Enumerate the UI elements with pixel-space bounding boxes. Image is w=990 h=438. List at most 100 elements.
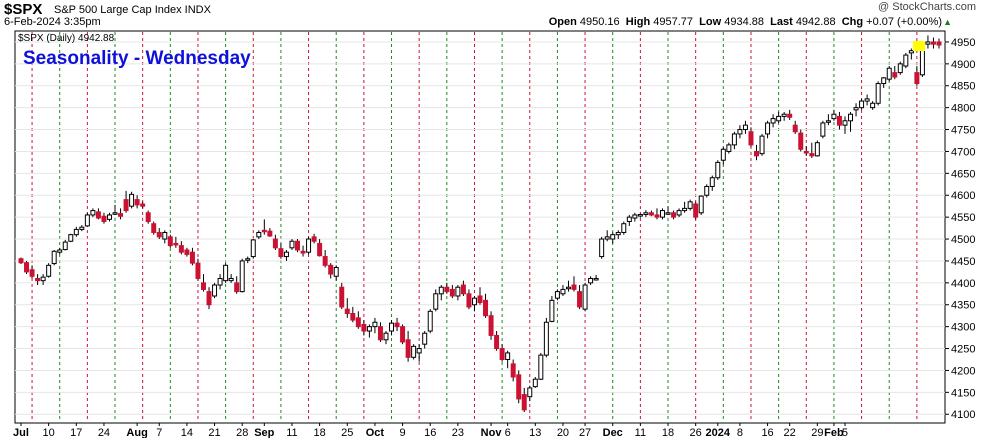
candle <box>759 133 765 156</box>
x-tick-label: 2024 <box>706 427 731 438</box>
candle <box>283 249 289 261</box>
candle <box>84 212 90 227</box>
candle <box>449 285 455 299</box>
x-tick-label: 24 <box>98 427 110 438</box>
y-tick-label: 4800 <box>951 103 975 115</box>
candle <box>637 213 643 218</box>
candle <box>261 219 267 235</box>
candle <box>908 48 914 60</box>
candle <box>554 289 560 301</box>
candle <box>676 208 682 218</box>
candle <box>416 344 422 362</box>
candle <box>444 282 450 294</box>
candle <box>389 320 395 336</box>
candle <box>742 120 748 134</box>
y-axis: 4100 4150 4200 4250 4300 4350 4400 4450 4500 4550… <box>945 37 975 421</box>
candle <box>140 201 146 209</box>
y-tick-label: 4100 <box>951 409 975 421</box>
last-value: 4942.88 <box>795 16 836 28</box>
candle <box>427 309 433 334</box>
candle <box>405 331 411 362</box>
y-tick-label: 4300 <box>951 322 975 334</box>
candle <box>322 249 328 268</box>
candle <box>256 230 262 240</box>
candle <box>643 210 649 218</box>
candle <box>571 276 577 292</box>
x-tick-label: 16 <box>424 427 436 438</box>
candle <box>754 144 759 161</box>
candle <box>24 260 30 275</box>
candle <box>527 385 533 402</box>
candle <box>184 247 190 257</box>
candle <box>162 230 168 244</box>
candle <box>411 344 417 360</box>
y-tick-label: 4750 <box>951 125 975 137</box>
candle <box>903 52 909 69</box>
candle <box>814 140 820 157</box>
candle <box>483 293 489 318</box>
candle <box>698 195 704 215</box>
candle <box>599 236 605 259</box>
candle <box>532 377 538 388</box>
candle <box>886 66 892 82</box>
x-tick-label: 28 <box>236 427 248 438</box>
candle <box>46 263 52 278</box>
candle <box>615 230 621 240</box>
candle <box>118 208 124 220</box>
low-value: 4934.88 <box>724 16 764 28</box>
y-tick-label: 4850 <box>951 81 975 93</box>
candle <box>787 109 793 120</box>
candle <box>377 322 383 342</box>
candle <box>112 204 118 215</box>
y-tick-label: 4450 <box>951 256 975 268</box>
candle <box>95 208 101 220</box>
candle <box>687 199 693 211</box>
candle <box>62 239 68 251</box>
last-price-marker <box>913 41 925 51</box>
candle <box>106 212 112 222</box>
x-tick-label: 11 <box>286 427 297 438</box>
candle <box>588 276 594 286</box>
candle <box>228 274 234 283</box>
x-tick-label: 16 <box>761 427 773 438</box>
candle <box>477 287 483 305</box>
candle <box>306 236 312 255</box>
candle <box>372 317 378 334</box>
x-tick-label: 9 <box>400 427 406 438</box>
high-label: High <box>625 16 651 28</box>
candle <box>499 344 505 362</box>
candle <box>870 101 876 110</box>
candle <box>18 257 24 265</box>
candle <box>195 258 201 281</box>
candle <box>665 206 671 215</box>
candle <box>250 239 256 259</box>
x-tick-label: Dec <box>603 427 623 438</box>
legend-entry: $SPX (Daily) 4942.88 <box>18 33 115 44</box>
candle <box>593 274 599 281</box>
x-tick-label: 27 <box>579 427 591 438</box>
candle <box>875 81 881 106</box>
candle <box>864 94 870 106</box>
candle <box>167 234 173 248</box>
candle <box>803 146 809 156</box>
open-label: Open <box>548 16 577 28</box>
candle <box>350 306 356 323</box>
candle <box>610 232 616 244</box>
candle <box>455 285 461 301</box>
candle <box>68 233 74 243</box>
candle <box>73 226 79 237</box>
candle <box>494 331 500 351</box>
x-tick-label: 8 <box>737 427 743 438</box>
candle <box>831 109 837 121</box>
candle <box>394 317 400 332</box>
candle <box>792 120 798 134</box>
candle <box>709 175 715 191</box>
y-tick-label: 4600 <box>951 190 975 202</box>
candle <box>809 142 815 159</box>
candle <box>488 311 494 340</box>
candle <box>206 287 212 310</box>
candle <box>776 112 782 123</box>
candle <box>355 311 361 329</box>
candle <box>720 147 726 165</box>
symbol: $SPX <box>4 1 43 18</box>
